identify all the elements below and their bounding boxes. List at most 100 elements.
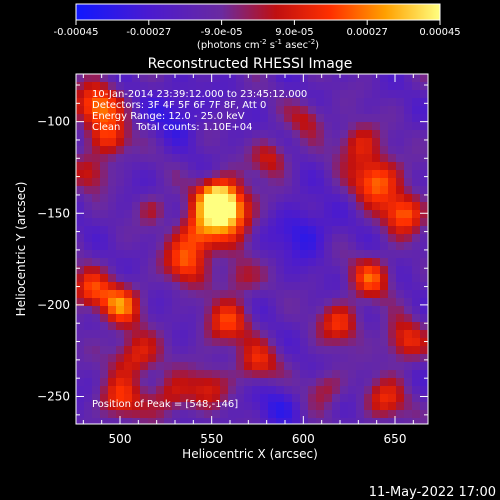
heatmap-pixel [132,98,141,107]
heatmap-pixel [236,234,245,243]
heatmap-pixel [340,178,349,187]
heatmap-pixel [84,306,93,315]
heatmap-pixel [220,210,229,219]
heatmap-pixel [276,314,285,323]
heatmap-pixel [332,202,341,211]
heatmap-pixel [348,186,357,195]
heatmap-pixel [100,226,109,235]
heatmap-pixel [132,146,141,155]
heatmap-pixel [252,354,261,363]
heatmap-pixel [412,218,421,227]
heatmap-pixel [420,210,428,219]
heatmap-pixel [316,410,325,419]
heatmap-pixel [220,274,229,283]
heatmap-pixel [396,186,405,195]
heatmap-pixel [236,218,245,227]
heatmap-pixel [388,250,397,259]
heatmap-pixel [372,362,381,371]
heatmap-pixel [364,146,373,155]
heatmap-pixel [188,218,197,227]
heatmap-pixel [260,114,269,123]
heatmap-pixel [172,418,181,424]
heatmap-pixel [324,418,333,424]
heatmap-pixel [260,306,269,315]
heatmap-pixel [348,178,357,187]
heatmap-pixel [188,162,197,171]
heatmap-pixel [108,274,117,283]
heatmap-pixel [284,242,293,251]
heatmap-pixel [284,154,293,163]
heatmap-pixel [380,394,389,403]
heatmap-pixel [76,154,85,163]
heatmap-pixel [396,346,405,355]
heatmap-pixel [156,354,165,363]
heatmap-pixel [292,138,301,147]
heatmap-pixel [348,90,357,99]
heatmap-pixel [412,234,421,243]
heatmap-pixel [180,402,189,411]
heatmap-pixel [164,130,173,139]
heatmap-pixel [284,322,293,331]
heatmap-pixel [180,386,189,395]
heatmap-pixel [100,394,109,403]
heatmap-pixel [156,282,165,291]
heatmap-pixel [380,250,389,259]
heatmap-pixel [292,330,301,339]
heatmap-pixel [316,346,325,355]
heatmap-pixel [380,82,389,91]
heatmap-pixel [420,362,428,371]
heatmap-pixel [268,122,277,131]
heatmap-pixel [116,234,125,243]
heatmap-pixel [388,138,397,147]
heatmap-pixel [420,290,428,299]
heatmap-pixel [300,418,309,424]
heatmap-pixel [108,162,117,171]
heatmap-pixel [340,250,349,259]
heatmap-pixel [316,386,325,395]
heatmap-pixel [388,354,397,363]
heatmap-pixel [316,370,325,379]
heatmap-pixel [84,186,93,195]
heatmap-pixel [140,82,149,91]
heatmap-pixel [204,266,213,275]
heatmap-pixel [156,402,165,411]
heatmap-pixel [84,74,93,83]
heatmap-pixel [396,322,405,331]
heatmap-pixel [292,162,301,171]
heatmap-pixel [188,122,197,131]
heatmap-pixel [420,378,428,387]
heatmap-pixel [268,362,277,371]
heatmap-pixel [284,90,293,99]
heatmap-pixel [116,210,125,219]
heatmap-pixel [196,90,205,99]
heatmap-pixel [356,306,365,315]
heatmap-pixel [180,322,189,331]
heatmap-pixel [324,146,333,155]
heatmap-pixel [140,194,149,203]
heatmap-pixel [316,258,325,267]
heatmap-pixel [244,306,253,315]
heatmap-pixel [212,394,221,403]
heatmap-pixel [108,258,117,267]
heatmap-pixel [196,82,205,91]
heatmap-pixel [124,402,133,411]
heatmap-pixel [84,98,93,107]
heatmap-pixel [100,242,109,251]
heatmap-pixel [164,378,173,387]
heatmap-pixel [388,402,397,411]
heatmap-pixel [260,250,269,259]
heatmap-pixel [84,274,93,283]
heatmap-pixel [420,306,428,315]
heatmap-pixel [340,314,349,323]
heatmap-pixel [140,130,149,139]
heatmap-pixel [284,114,293,123]
heatmap-pixel [356,250,365,259]
heatmap-pixel [412,354,421,363]
heatmap-pixel [332,346,341,355]
heatmap-pixel [236,210,245,219]
heatmap-pixel [308,314,317,323]
heatmap-pixel [76,250,85,259]
heatmap-pixel [244,378,253,387]
heatmap-pixel [140,330,149,339]
heatmap-pixel [404,234,413,243]
